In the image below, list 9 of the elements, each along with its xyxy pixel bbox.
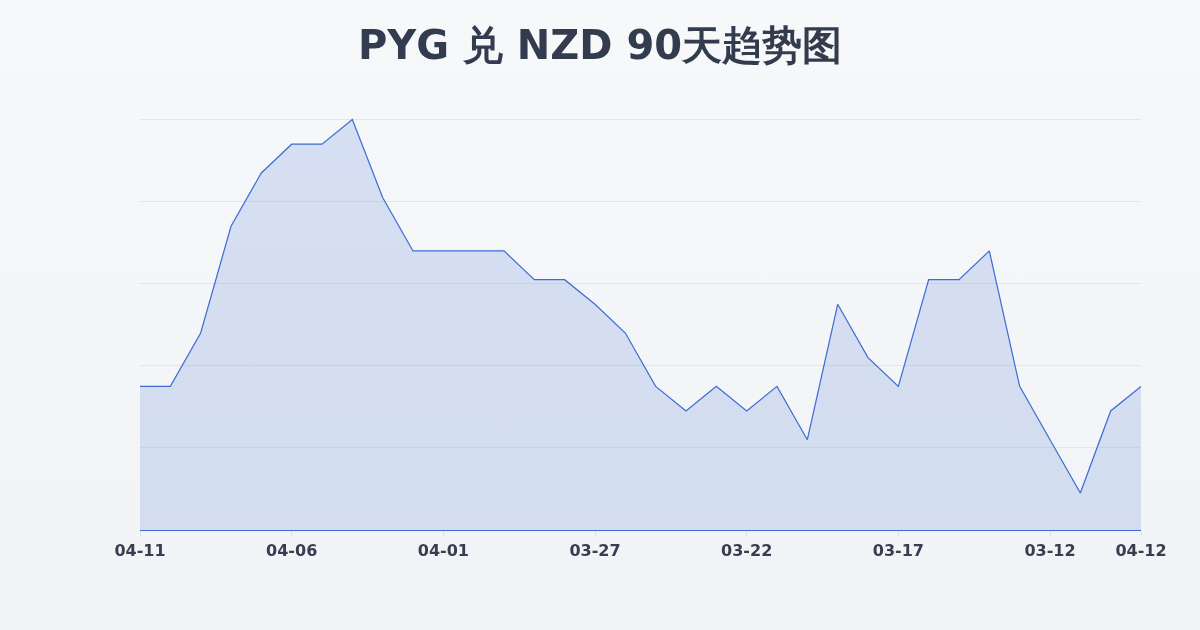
x-tick-label: 04-12 xyxy=(1115,541,1167,561)
x-tick-label: 04-11 xyxy=(114,541,166,561)
x-tick-label: 04-01 xyxy=(417,541,469,561)
x-tick-label: 03-12 xyxy=(1024,541,1076,561)
x-tick-label: 03-17 xyxy=(872,541,924,561)
chart-title: PYG 兑 NZD 90天趋势图 xyxy=(357,22,843,68)
x-tick-label: 03-27 xyxy=(569,541,621,561)
x-tick-label: 03-22 xyxy=(721,541,773,561)
x-tick-label: 04-06 xyxy=(266,541,318,561)
